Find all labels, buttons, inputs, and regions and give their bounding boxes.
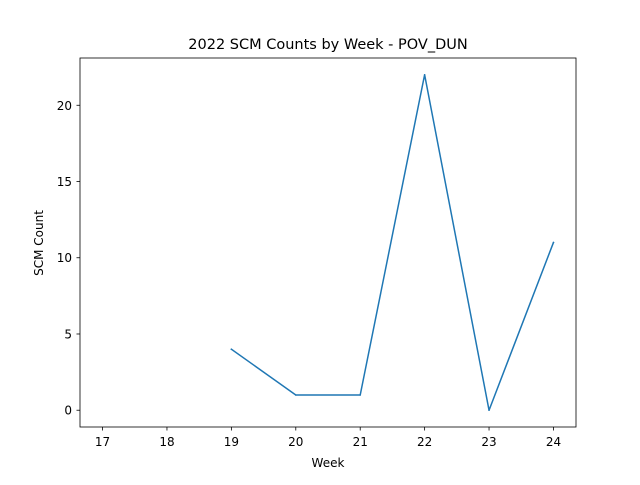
y-tick-label: 10: [57, 251, 72, 265]
x-tick-label: 24: [546, 435, 561, 449]
x-tick-label: 20: [288, 435, 303, 449]
y-tick-label: 0: [64, 404, 72, 418]
data-point: [359, 394, 361, 396]
y-tick-label: 15: [57, 175, 72, 189]
y-axis-label: SCM Count: [32, 210, 46, 276]
x-tick-label: 23: [481, 435, 496, 449]
plot-frame: [79, 57, 577, 428]
x-tick-label: 17: [95, 435, 110, 449]
series-layer: [230, 74, 555, 411]
data-point: [230, 348, 233, 350]
x-tick-label: 19: [224, 435, 239, 449]
y-tick-label: 20: [57, 99, 72, 113]
axes: 17 18 19 20 21 22 23 24 0 5 10 15 20: [57, 57, 577, 449]
x-tick-label: 21: [353, 435, 368, 449]
series-line-0: [230, 74, 555, 411]
y-tick-label: 5: [64, 327, 72, 341]
data-point: [552, 241, 555, 244]
chart-title: 2022 SCM Counts by Week - POV_DUN: [188, 37, 467, 53]
x-axis-label: Week: [312, 456, 345, 470]
data-point: [295, 394, 297, 396]
data-point: [488, 409, 490, 411]
data-point: [423, 74, 426, 76]
x-tick-label: 22: [417, 435, 432, 449]
x-tick-label: 18: [159, 435, 174, 449]
